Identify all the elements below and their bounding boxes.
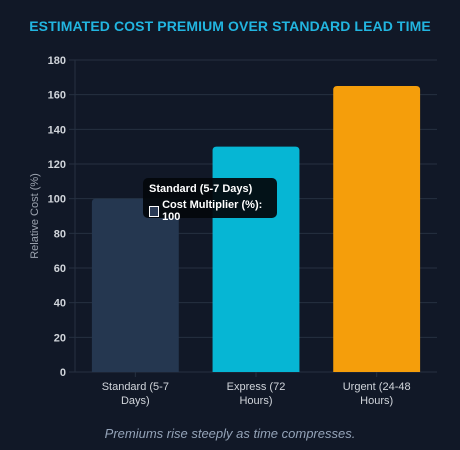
y-axis-title: Relative Cost (%) [29, 173, 41, 259]
y-tick-label: 60 [54, 263, 66, 275]
tooltip-label: Cost Multiplier (%): 100 [162, 199, 263, 223]
y-tick-label: 40 [54, 298, 66, 310]
y-tick-label: 0 [60, 367, 66, 379]
chart-title: ESTIMATED COST PREMIUM OVER STANDARD LEA… [29, 18, 431, 34]
y-tick-label: 120 [48, 159, 66, 171]
tooltip-body: Cost Multiplier (%): 100 [149, 199, 271, 223]
y-tick-label: 20 [54, 332, 66, 344]
x-tick-label: Standard (5-7 Days) [102, 381, 169, 407]
bar [91, 198, 179, 372]
bar [333, 86, 421, 372]
x-tick-label: Express (72 Hours) [227, 381, 286, 407]
y-tick-label: 160 [48, 90, 66, 102]
y-tick-label: 80 [54, 228, 66, 240]
y-tick-label: 140 [48, 124, 66, 136]
tooltip-swatch [149, 205, 160, 217]
y-tick-label: 180 [48, 55, 66, 67]
chart-caption: Premiums rise steeply as time compresses… [104, 426, 356, 441]
bar-tooltip: Standard (5-7 Days) Cost Multiplier (%):… [143, 178, 277, 223]
x-tick-label: Urgent (24-48 Hours) [343, 381, 411, 407]
y-tick-label: 100 [48, 194, 66, 206]
tooltip-title: Standard (5-7 Days) [149, 183, 253, 195]
